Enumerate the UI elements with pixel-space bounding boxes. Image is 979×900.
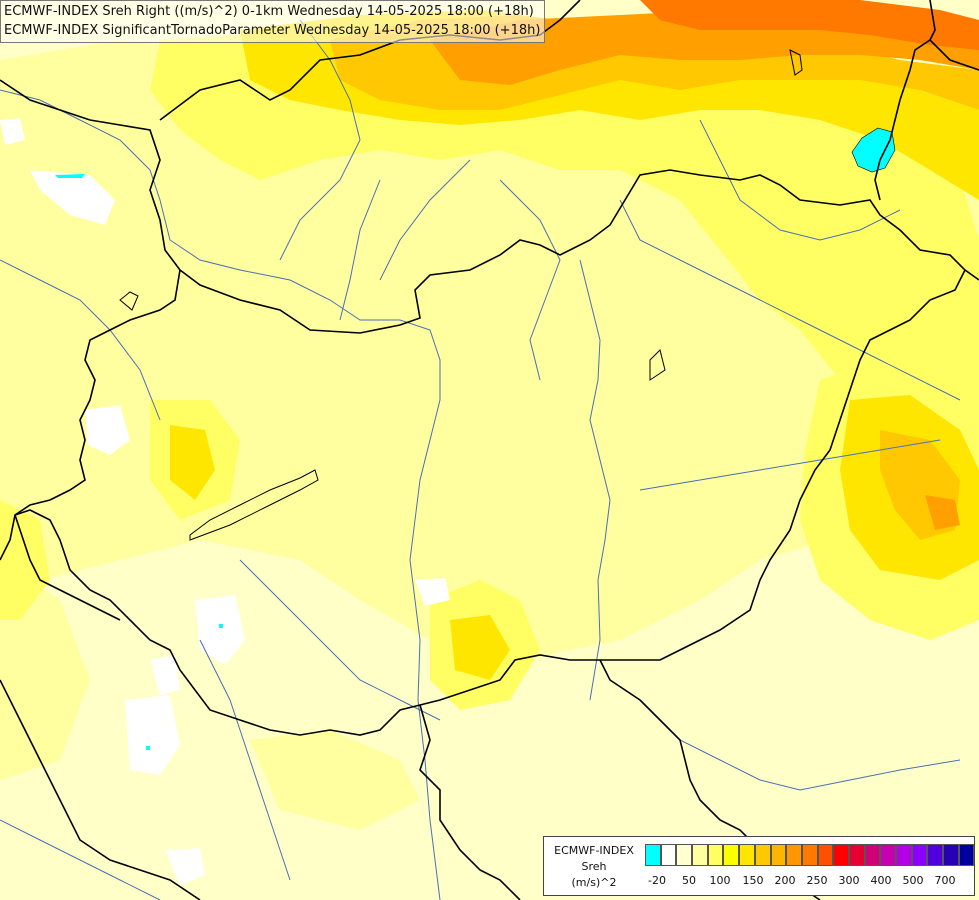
legend-swatch — [692, 844, 708, 866]
legend-swatch — [958, 844, 975, 866]
legend-title-line-3: (m/s)^2 — [571, 876, 617, 889]
legend-swatch — [754, 844, 771, 866]
legend-swatch — [801, 844, 818, 866]
legend-tick-label: 300 — [838, 874, 860, 887]
legend-tick-label: 150 — [742, 874, 764, 887]
legend-tick-label: 400 — [870, 874, 892, 887]
sreh-field-deep-orange — [640, 0, 979, 50]
legend-swatches — [645, 844, 975, 866]
legend-title-line-2: Sreh — [581, 860, 607, 873]
legend-swatch — [723, 844, 740, 866]
map-title-box: ECMWF-INDEX Sreh Right ((m/s)^2) 0-1km W… — [0, 0, 546, 43]
legend-tick-label: -20 — [648, 874, 666, 887]
legend-swatch — [707, 844, 724, 866]
legend-swatch — [645, 844, 661, 866]
map-title-line-1: ECMWF-INDEX Sreh Right ((m/s)^2) 0-1km W… — [4, 4, 534, 19]
legend-swatch — [911, 844, 928, 866]
legend-tick-label: 250 — [806, 874, 828, 887]
color-legend: ECMWF-INDEX Sreh (m/s)^2 -20 50 100 150 200 2… — [543, 836, 975, 896]
legend-title-line-1: ECMWF-INDEX — [554, 844, 634, 857]
legend-ticks: -20 50 100 150 200 250 300 400 500 700 — [645, 874, 975, 890]
legend-swatch — [660, 844, 677, 866]
legend-swatch — [943, 844, 959, 866]
legend-title: ECMWF-INDEX Sreh (m/s)^2 — [544, 843, 644, 891]
legend-tick-label: 700 — [934, 874, 956, 887]
legend-swatch — [786, 844, 802, 866]
legend-swatch — [896, 844, 912, 866]
rivers — [0, 19, 961, 900]
legend-swatch — [880, 844, 896, 866]
sreh-field-cyan — [55, 127, 896, 750]
legend-swatch — [864, 844, 881, 866]
legend-swatch — [848, 844, 865, 866]
legend-tick-label: 200 — [774, 874, 796, 887]
legend-tick-label: 100 — [709, 874, 731, 887]
legend-tick-label: 500 — [902, 874, 924, 887]
legend-swatch — [927, 844, 944, 866]
legend-swatch — [817, 844, 834, 866]
legend-tick-label: 50 — [682, 874, 696, 887]
legend-swatch — [770, 844, 787, 866]
legend-swatch — [739, 844, 755, 866]
legend-swatch — [676, 844, 693, 866]
sreh-field-white — [0, 118, 450, 885]
map-title-line-2: ECMWF-INDEX SignificantTornadoParameter … — [4, 23, 541, 38]
legend-swatch — [833, 844, 849, 866]
